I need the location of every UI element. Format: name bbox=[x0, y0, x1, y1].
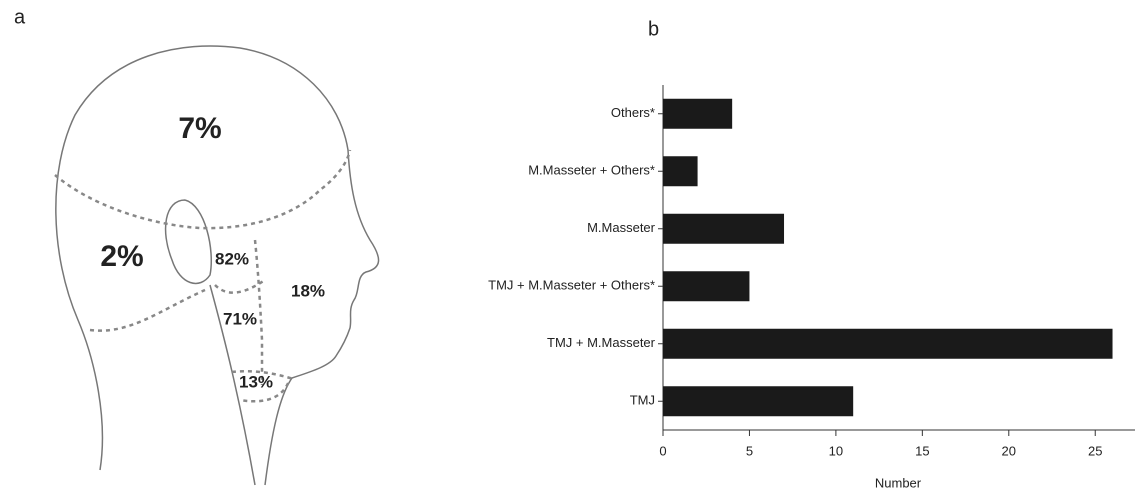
x-tick-label: 10 bbox=[829, 443, 843, 458]
x-tick-label: 25 bbox=[1088, 443, 1102, 458]
ear bbox=[164, 199, 212, 285]
bar bbox=[663, 213, 785, 244]
y-tick-label: TMJ bbox=[630, 393, 655, 408]
neck-front bbox=[209, 284, 256, 486]
bar bbox=[663, 98, 733, 129]
region-percent: 71% bbox=[223, 309, 257, 328]
bar bbox=[663, 386, 854, 417]
region-line bbox=[89, 288, 206, 332]
panel-label: a bbox=[14, 6, 26, 28]
region-line bbox=[54, 149, 352, 230]
bar bbox=[663, 328, 1113, 359]
region-percent: 7% bbox=[178, 112, 221, 145]
region-line bbox=[231, 370, 292, 403]
region-percent: 82% bbox=[215, 249, 249, 268]
x-tick-label: 5 bbox=[746, 443, 753, 458]
x-tick-label: 20 bbox=[1002, 443, 1016, 458]
x-tick-label: 0 bbox=[659, 443, 666, 458]
region-percent: 13% bbox=[239, 372, 273, 391]
y-tick-label: TMJ + M.Masseter + Others* bbox=[488, 278, 655, 293]
y-tick-label: M.Masseter + Others* bbox=[528, 163, 655, 178]
y-tick-label: M.Masseter bbox=[587, 220, 656, 235]
y-tick-label: TMJ + M.Masseter bbox=[547, 335, 656, 350]
region-line bbox=[214, 278, 266, 294]
head-outline bbox=[55, 45, 380, 486]
bar bbox=[663, 156, 698, 187]
region-line bbox=[253, 239, 264, 385]
x-tick-label: 15 bbox=[915, 443, 929, 458]
bar bbox=[663, 271, 750, 302]
region-percent: 18% bbox=[291, 281, 325, 300]
panel-label: b bbox=[648, 18, 659, 40]
x-axis-label: Number bbox=[875, 475, 922, 490]
region-percent: 2% bbox=[100, 240, 143, 273]
y-tick-label: Others* bbox=[611, 105, 655, 120]
panel-a: a 7% 2% 82% 18% 71% 13% bbox=[14, 6, 380, 486]
